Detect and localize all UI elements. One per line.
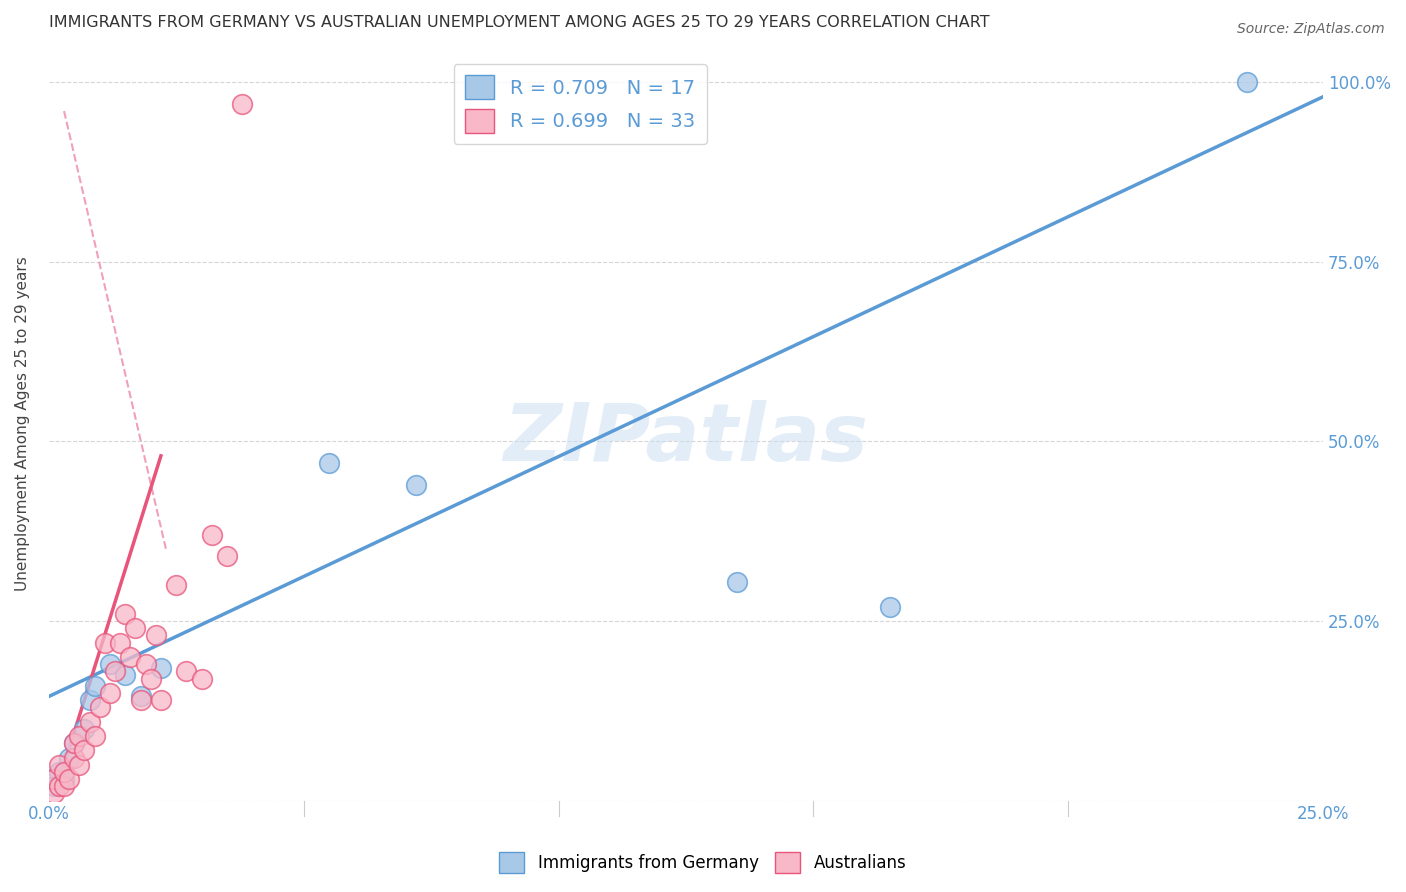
Text: IMMIGRANTS FROM GERMANY VS AUSTRALIAN UNEMPLOYMENT AMONG AGES 25 TO 29 YEARS COR: IMMIGRANTS FROM GERMANY VS AUSTRALIAN UN… (49, 15, 990, 30)
Point (108, 635, 131, 649)
Point (217, 549, 239, 564)
Point (1236, 75, 1258, 89)
Point (53, 772, 76, 786)
Point (139, 672, 162, 686)
Point (67, 757, 90, 772)
Point (201, 528, 224, 542)
Point (124, 621, 146, 635)
Point (63, 736, 86, 750)
Point (405, 477, 427, 491)
Point (79, 693, 101, 707)
Legend: R = 0.709   N = 17, R = 0.699   N = 33: R = 0.709 N = 17, R = 0.699 N = 33 (454, 63, 707, 145)
Point (149, 661, 172, 675)
Point (89, 700, 111, 714)
Point (67, 729, 90, 743)
Point (879, 599, 901, 614)
Point (63, 736, 86, 750)
Point (129, 690, 152, 704)
Point (53, 764, 76, 779)
Point (129, 693, 152, 707)
Point (53, 779, 76, 793)
Point (190, 672, 212, 686)
Y-axis label: Unemployment Among Ages 25 to 29 years: Unemployment Among Ages 25 to 29 years (15, 256, 30, 591)
Point (120, 650, 142, 665)
Point (79, 714, 101, 729)
Point (83, 729, 105, 743)
Text: Source: ZipAtlas.com: Source: ZipAtlas.com (1237, 22, 1385, 37)
Point (58, 772, 80, 786)
Point (98, 657, 121, 672)
Point (98, 686, 121, 700)
Legend: Immigrants from Germany, Australians: Immigrants from Germany, Australians (492, 846, 914, 880)
Point (48, 764, 70, 779)
Text: ZIPatlas: ZIPatlas (503, 400, 869, 477)
Point (135, 657, 157, 672)
Point (114, 607, 136, 621)
Point (231, 96, 253, 111)
Point (725, 574, 748, 589)
Point (94, 635, 117, 649)
Point (63, 750, 86, 764)
Point (318, 456, 340, 470)
Point (58, 750, 80, 764)
Point (48, 757, 70, 772)
Point (165, 578, 187, 592)
Point (145, 628, 167, 642)
Point (42, 779, 65, 793)
Point (73, 743, 96, 757)
Point (176, 665, 198, 679)
Point (48, 779, 70, 793)
Point (42, 787, 65, 801)
Point (114, 668, 136, 682)
Point (73, 722, 96, 736)
Point (42, 772, 65, 786)
Point (104, 665, 127, 679)
Point (83, 679, 105, 693)
Point (149, 693, 172, 707)
